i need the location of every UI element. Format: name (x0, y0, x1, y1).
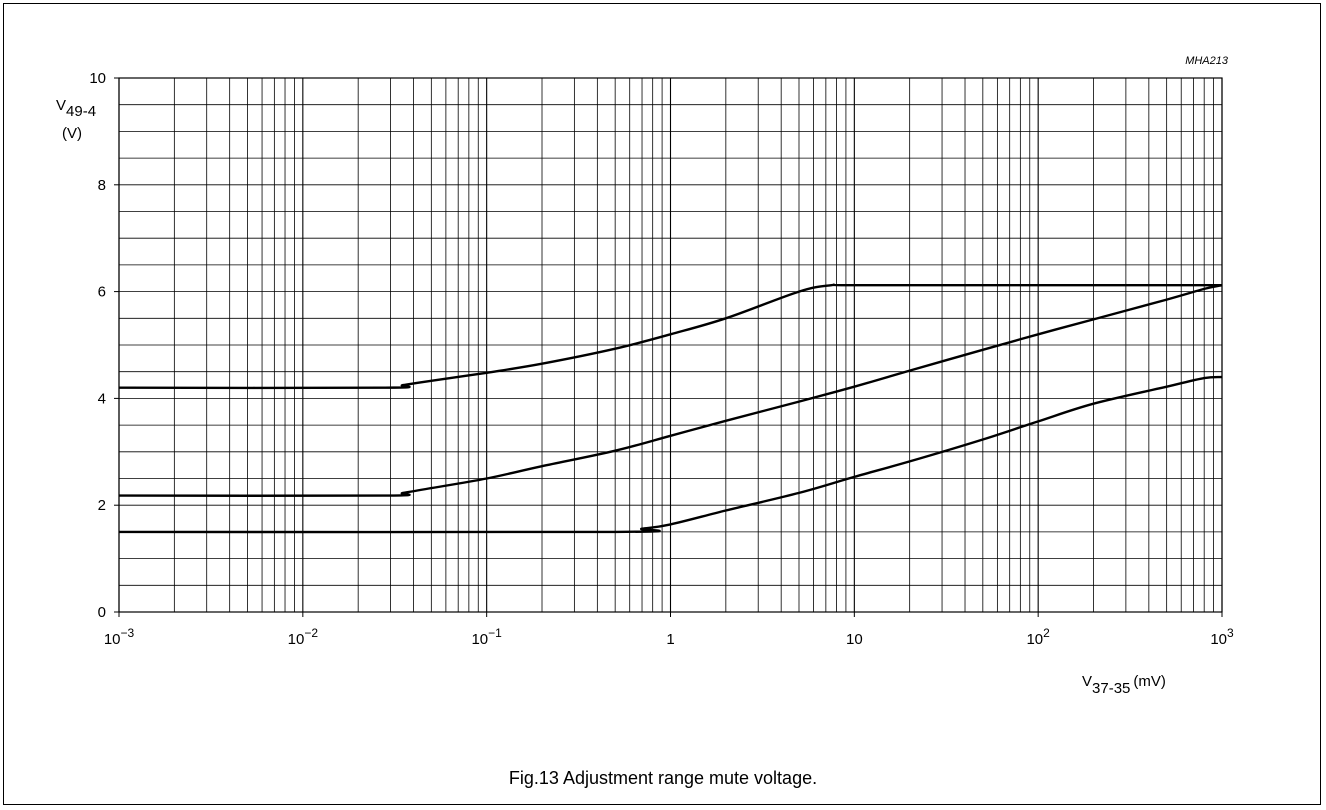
figure-frame (3, 3, 1321, 805)
y-tick-label: 6 (98, 284, 106, 301)
grid (114, 77, 1223, 617)
x-tick-label: 10−3 (104, 626, 135, 648)
x-tick-label: 10−2 (288, 626, 319, 648)
x-tick-label: 102 (1026, 626, 1050, 648)
figure-code: MHA213 (1185, 55, 1229, 67)
x-axis-label: V37-35 (mV) (1082, 673, 1166, 697)
x-tick-label: 10 (846, 631, 863, 648)
x-tick-label: 103 (1210, 626, 1234, 648)
curve-3 (118, 375, 1223, 534)
figure-caption: Fig.13 Adjustment range mute voltage. (508, 768, 818, 788)
y-tick-label: 2 (98, 497, 106, 514)
y-tick-label: 8 (98, 177, 106, 194)
x-tick-label: 1 (666, 631, 674, 648)
mute-voltage-chart: MHA213 V49-4 (V) V37-35 (mV) 0 2 4 6 8 10 10−3 1… (56, 55, 1234, 697)
x-tick-label: 10−1 (471, 626, 502, 648)
axis-labels: MHA213 V49-4 (V) V37-35 (mV) 0 2 4 6 8 10 10−3 1… (56, 55, 1234, 697)
y-tick-label: 0 (98, 604, 106, 621)
y-axis-label: V49-4 (56, 97, 96, 120)
y-axis-unit: (V) (62, 125, 82, 142)
curve-2 (118, 284, 1223, 497)
curve-1 (118, 283, 1222, 390)
y-tick-label: 10 (89, 70, 106, 87)
curves (118, 283, 1223, 534)
y-tick-label: 4 (98, 390, 106, 407)
